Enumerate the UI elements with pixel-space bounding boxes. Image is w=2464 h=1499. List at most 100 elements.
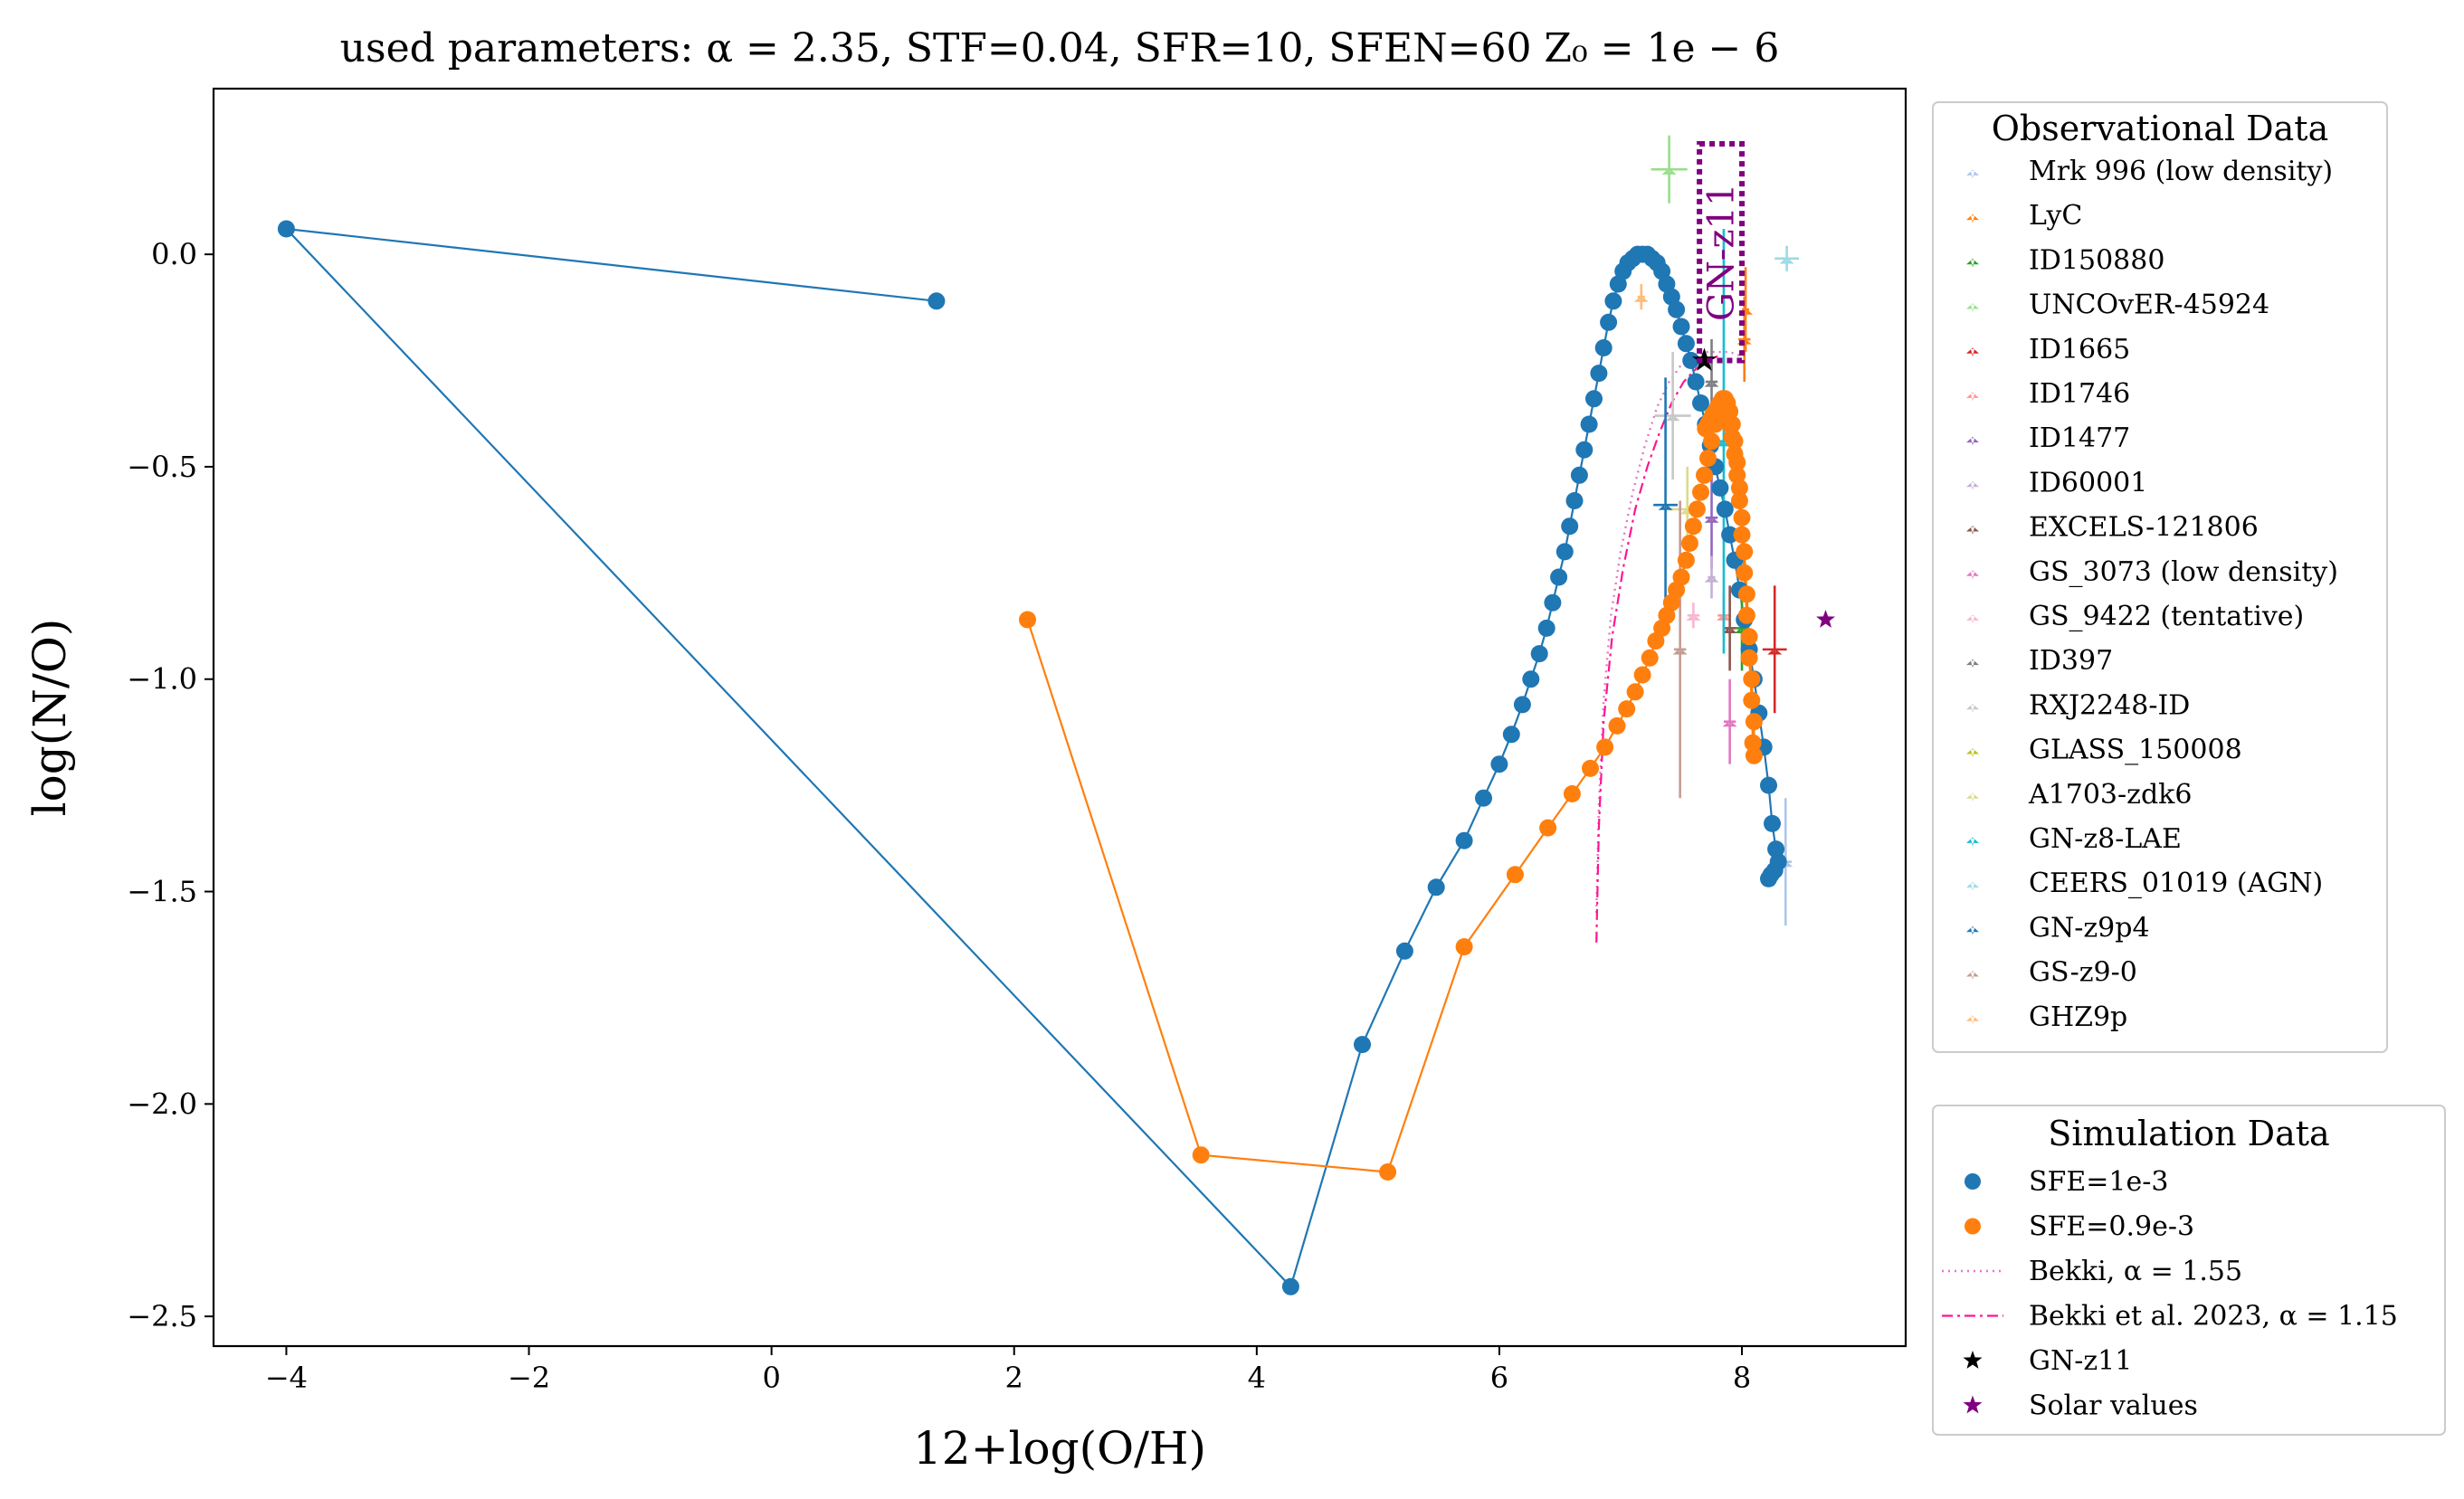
series-0-point [1281,1277,1299,1295]
series-1-point [1726,445,1744,463]
series-1-point [1737,585,1755,603]
series-0-point [1767,840,1785,859]
obs-point [1722,678,1737,764]
series-1-point [1618,700,1636,718]
series-0-point [1668,300,1686,318]
series-1-point [1728,466,1746,484]
series-0-point [928,292,946,310]
y-tick-label: −1.5 [127,875,197,909]
series-1-point [1647,632,1665,650]
series-0-point [1565,492,1584,509]
legend-entry-obs: GLASS_150008 [1966,735,2242,766]
svg-text:GS_3073 (low density): GS_3073 (low density) [2029,556,2338,588]
series-1-point [1730,492,1748,509]
legend-entry-obs: LyC [1966,200,2082,232]
series-0-point [1687,373,1705,391]
series-1-point [1737,606,1755,624]
svg-text:SFE=0.9e-3: SFE=0.9e-3 [2029,1211,2194,1243]
legend-entry-obs: A1703-zdk6 [1966,779,2192,811]
x-tick-label: 2 [1005,1361,1023,1395]
simulation-legend-title: Simulation Data [2048,1114,2329,1153]
series-1-point [1455,938,1473,956]
series-1-point [1596,738,1614,756]
legend-entry-obs: ID150880 [1966,244,2164,276]
legend-entry-obs: GN-z8-LAE [1966,823,2182,855]
obs-point [1722,585,1737,671]
svg-text:Solar values: Solar values [2029,1390,2198,1422]
series-1-point [1736,543,1754,561]
svg-text:GN-z8-LAE: GN-z8-LAE [2029,823,2182,855]
y-tick-label: −1.0 [127,662,197,697]
series-0-point [1455,831,1473,849]
svg-text:ID150880: ID150880 [2029,244,2164,276]
series-1-point [1379,1163,1397,1181]
obs-point [1654,352,1691,480]
svg-text:Mrk 996 (low density): Mrk 996 (low density) [2029,156,2333,187]
observational-legend-title: Observational Data [1992,109,2328,148]
series-line-0 [283,227,1780,1289]
x-tick-label: 4 [1248,1361,1266,1395]
series-0-point [1555,543,1574,561]
series-1-point [1506,866,1524,884]
svg-text:CEERS_01019 (AGN): CEERS_01019 (AGN) [2029,868,2323,899]
series-0-point [1530,645,1548,663]
obs-point [1704,555,1719,599]
series-1-point [1684,517,1702,536]
series-0-point [1604,292,1622,310]
legend-entry-sim: SFE=1e-3 [1965,1166,2168,1198]
series-1-point [1688,500,1706,518]
svg-text:ID397: ID397 [2029,645,2113,677]
legend-entry-obs: CEERS_01019 (AGN) [1966,868,2323,899]
series-line-1 [1026,397,1755,1173]
svg-text:ID60001: ID60001 [2029,467,2147,498]
gnz11-box [1697,141,1746,364]
series-1-point [1736,564,1754,582]
series-0-point [1711,479,1729,497]
series-0-point [1677,335,1695,353]
obs-point [1653,377,1678,633]
legend-entry-obs: EXCELS-121806 [1966,512,2259,544]
svg-text:GLASS_150008: GLASS_150008 [2029,735,2242,766]
series-1-point [1608,716,1626,735]
series-0-point [1600,313,1618,331]
series-0-point [277,220,295,238]
legend-entry-sim: SFE=0.9e-3 [1965,1211,2194,1243]
series-1-point [1192,1146,1210,1164]
series-0-point [1672,318,1690,336]
obs-point [1704,466,1719,569]
series-0-point [1716,500,1734,518]
legend-entry-obs: Mrk 996 (low density) [1966,156,2333,187]
series-0-point [1760,776,1777,794]
svg-text:GHZ9p: GHZ9p [2029,1001,2127,1033]
x-tick-label: 0 [762,1361,780,1395]
legend-entry-obs: GS-z9-0 [1966,957,2137,989]
y-tick-label: −2.0 [127,1086,197,1121]
plot-frame [212,87,1907,1348]
obs-point [1686,602,1701,629]
series-0-point [1590,365,1608,383]
series-1-point [1539,819,1557,837]
observational-legend [1932,101,2388,1053]
svg-text:GS_9422 (tentative): GS_9422 (tentative) [2029,601,2304,632]
series-1-point [1733,526,1751,544]
series-1-point [1563,785,1581,802]
series-0-point [1580,415,1598,433]
x-tick-label: −2 [508,1361,550,1395]
y-tick-label: −2.5 [127,1299,197,1333]
series-0-point [1550,568,1568,586]
series-1-point [1626,683,1644,701]
series-1-point [1730,479,1748,497]
series-0-point [1721,526,1739,544]
series-0-point [1692,394,1709,412]
svg-text:ID1665: ID1665 [2029,334,2130,365]
svg-text:SFE=1e-3: SFE=1e-3 [2029,1166,2168,1198]
series-0-point [1490,755,1508,773]
solar-star [1816,610,1835,628]
series-1-point [1703,432,1720,451]
series-1-point [1697,420,1715,438]
svg-text:LyC: LyC [2029,200,2082,232]
svg-text:GN-z11: GN-z11 [2029,1345,2132,1377]
series-0-point [1395,942,1413,960]
series-1-point [1745,746,1763,764]
